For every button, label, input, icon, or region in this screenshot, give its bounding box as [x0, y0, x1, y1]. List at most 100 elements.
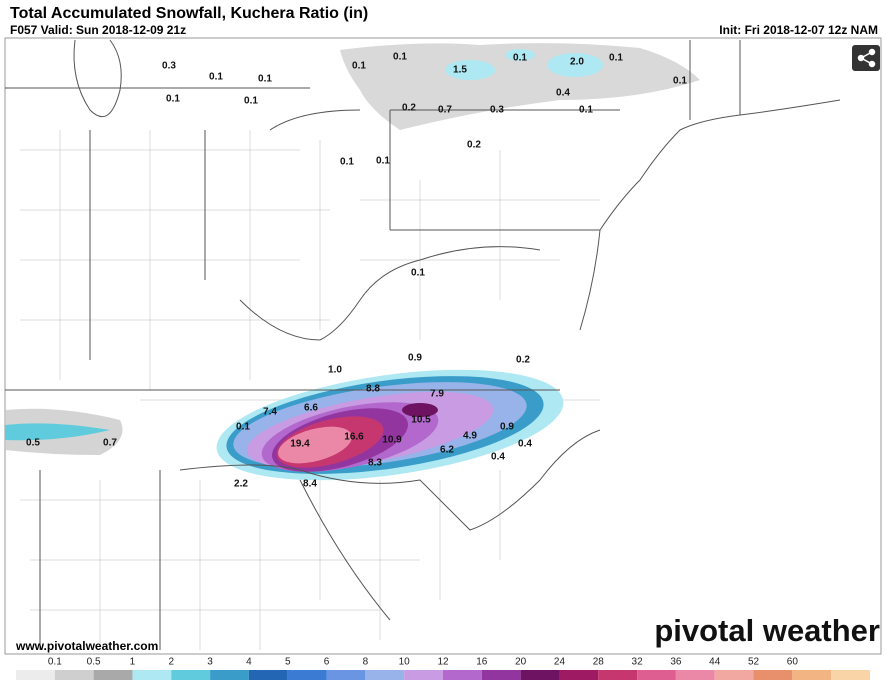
legend-cell: [248, 670, 288, 680]
legend-cell: [287, 670, 327, 680]
legend-tick-label: 32: [632, 657, 644, 668]
snow-label: 0.1: [411, 268, 425, 279]
snow-label: 7.9: [430, 389, 444, 400]
snow-label: 0.9: [408, 353, 422, 364]
snow-label: 0.2: [516, 355, 530, 366]
legend-cell: [404, 670, 443, 680]
county-lines: [20, 130, 600, 650]
snow-label: 6.2: [440, 445, 454, 456]
legend-cell: [326, 670, 366, 680]
legend-tick-label: 16: [476, 657, 488, 668]
legend-tick-label: 8: [363, 657, 369, 668]
snow-label: 0.2: [467, 140, 481, 151]
legend-tick-label: 1: [130, 657, 136, 668]
legend-cell: [792, 670, 832, 680]
legend-tick-label: 3: [207, 657, 213, 668]
legend-cell: [132, 670, 172, 680]
snow-label: 0.4: [518, 439, 532, 450]
snow-label: 8.4: [303, 479, 317, 490]
snow-label: 0.1: [340, 157, 354, 168]
legend-cell: [171, 670, 211, 680]
snow-label: 8.3: [368, 458, 382, 469]
legend-tick-label: 44: [709, 657, 721, 668]
snow-label: 10.5: [411, 415, 431, 426]
snow-label: 0.9: [500, 422, 514, 433]
legend-cell: [365, 670, 405, 680]
legend: 0.1 0.5 1 2 3 4 5 6 8 10 12 16 20 24 28 32 36 44 52 60: [0, 655, 886, 690]
snow-label: 0.1: [166, 94, 180, 105]
share-icon: [857, 48, 876, 68]
snow-label: 0.1: [579, 105, 593, 116]
snow-label: 19.4: [290, 439, 310, 450]
map-frame: [4, 37, 882, 655]
legend-cell: [675, 670, 715, 680]
snow-label: 0.1: [244, 96, 258, 107]
snow-label: 0.1: [258, 74, 272, 85]
legend-tick-label: 0.1: [48, 657, 62, 668]
snow-label: 0.3: [490, 105, 504, 116]
legend-tick-label: 36: [670, 657, 682, 668]
legend-cell: [637, 670, 676, 680]
snow-label: 1.5: [453, 65, 467, 76]
legend-cell: [831, 670, 870, 680]
snow-label: 0.1: [376, 156, 390, 167]
legend-cell: [54, 670, 94, 680]
legend-cell: [714, 670, 754, 680]
legend-tick-label: 28: [593, 657, 605, 668]
snow-shading: [5, 43, 700, 481]
snow-label: 0.1: [236, 422, 250, 433]
snow-label: 16.6: [344, 432, 364, 443]
legend-tick-label: 2: [168, 657, 174, 668]
snow-label: 0.3: [162, 61, 176, 72]
website: www.pivotalweather.com: [15, 639, 158, 653]
snow-label: 0.1: [673, 76, 687, 87]
snow-label: 0.1: [352, 61, 366, 72]
legend-cell: [559, 670, 599, 680]
snow-label: 8.8: [366, 384, 380, 395]
legend-cell: [753, 670, 793, 680]
snow-label: 0.7: [103, 438, 117, 449]
legend-cell: [210, 670, 249, 680]
brand: pivotal weather: [654, 613, 880, 648]
legend-cell: [93, 670, 133, 680]
legend-tick-label: 52: [748, 657, 760, 668]
legend-tick-label: 6: [324, 657, 330, 668]
snow-label: 0.4: [491, 452, 505, 463]
snow-label: 0.1: [609, 53, 623, 64]
legend-tick-label: 24: [554, 657, 566, 668]
title: Total Accumulated Snowfall, Kuchera Rati…: [10, 5, 368, 22]
snow-label: 0.1: [393, 52, 407, 63]
valid-time: F057 Valid: Sun 2018-12-09 21z: [10, 23, 186, 37]
legend-cell: [520, 670, 560, 680]
snow-label: 0.2: [402, 103, 416, 114]
legend-tick-label: 10: [399, 657, 411, 668]
snow-label: 7.4: [263, 407, 277, 418]
state-lines: [5, 39, 841, 650]
snow-label: 0.1: [209, 72, 223, 83]
legend-tick-label: 12: [437, 657, 449, 668]
legend-cell: [443, 670, 482, 680]
snow-label: 1.0: [328, 365, 342, 376]
init-time: Init: Fri 2018-12-07 12z NAM: [719, 23, 878, 37]
map: [4, 37, 882, 655]
snow-label: 2.0: [570, 57, 584, 68]
snow-label: 2.2: [234, 479, 248, 490]
legend-tick-label: 4: [246, 657, 252, 668]
legend-tick-label: 60: [787, 657, 799, 668]
legend-cell: [598, 670, 638, 680]
share-button[interactable]: [852, 45, 880, 71]
snow-label: 0.7: [438, 105, 452, 116]
snow-label: 6.6: [304, 403, 318, 414]
legend-tick-label: 20: [515, 657, 527, 668]
snow-label: 0.1: [513, 53, 527, 64]
map-labels: 0.30.1 0.10.1 0.10.10.11.50.1 2.0 0.10.10.40…: [26, 52, 687, 490]
legend-tick-label: 5: [285, 657, 291, 668]
snow-label: 4.9: [463, 431, 477, 442]
snow-label: 0.5: [26, 438, 40, 449]
legend-cell: [16, 670, 55, 680]
snow-label: 10.9: [382, 435, 402, 446]
legend-tick-label: 0.5: [87, 657, 101, 668]
legend-cell: [481, 670, 521, 680]
snow-label: 0.4: [556, 88, 570, 99]
